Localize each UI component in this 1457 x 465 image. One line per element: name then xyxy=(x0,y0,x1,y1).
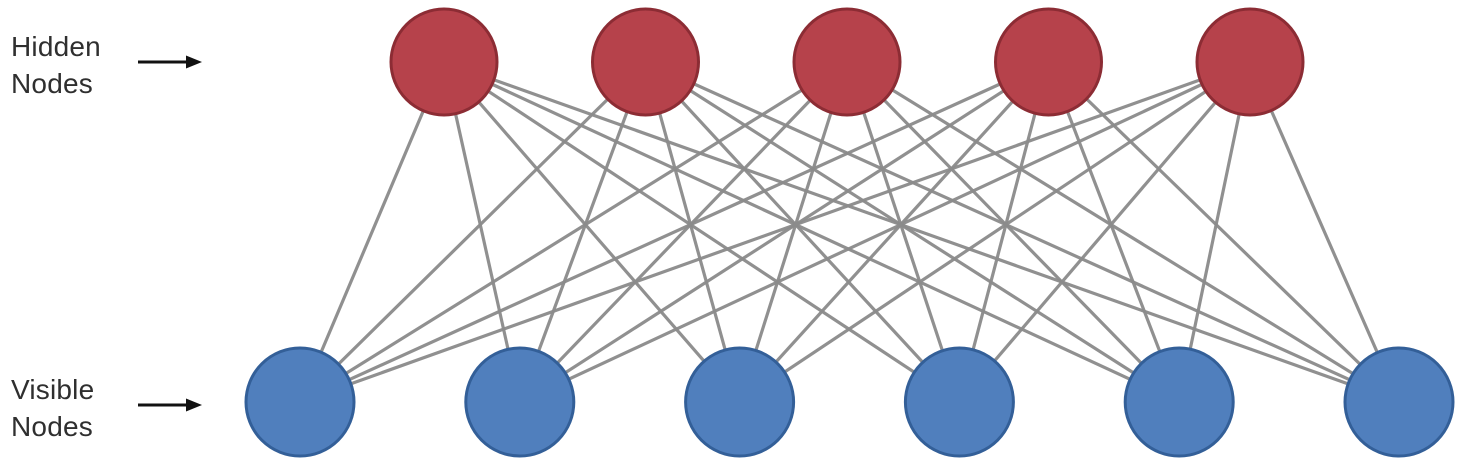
edge-hidden-2-visible-4 xyxy=(643,60,962,404)
edge-hidden-4-visible-4 xyxy=(957,60,1051,404)
edge-hidden-4-visible-2 xyxy=(518,60,1051,404)
arrow-right-icon xyxy=(138,398,202,412)
visible-node-4 xyxy=(903,346,1015,458)
edge-hidden-3-visible-1 xyxy=(298,60,849,404)
arrow-right-icon xyxy=(138,55,202,69)
edge-hidden-3-visible-5 xyxy=(845,60,1181,404)
connection-edges xyxy=(298,60,1401,404)
hidden-node-4 xyxy=(994,7,1103,117)
edge-hidden-3-visible-6 xyxy=(845,60,1401,404)
edge-hidden-1-visible-6 xyxy=(442,60,1401,404)
edge-hidden-5-visible-5 xyxy=(1177,60,1252,404)
edge-hidden-3-visible-4 xyxy=(845,60,962,404)
visible-node-5 xyxy=(1123,346,1235,458)
visible-node-3 xyxy=(684,346,796,458)
edge-hidden-4-visible-6 xyxy=(1046,60,1401,404)
edge-hidden-2-visible-2 xyxy=(518,60,648,404)
edge-hidden-4-visible-3 xyxy=(737,60,1051,404)
edge-hidden-3-visible-2 xyxy=(518,60,849,404)
visible-nodes-label: Visible Nodes xyxy=(11,371,94,445)
edge-hidden-5-visible-1 xyxy=(298,60,1252,404)
edge-hidden-5-visible-6 xyxy=(1248,60,1401,404)
hidden-node-5 xyxy=(1195,7,1305,117)
edge-hidden-5-visible-2 xyxy=(518,60,1252,404)
edge-hidden-1-visible-4 xyxy=(442,60,962,404)
hidden-node-1 xyxy=(389,7,499,117)
hidden-nodes-label: Hidden Nodes xyxy=(11,28,101,102)
edge-hidden-3-visible-3 xyxy=(737,60,849,404)
visible-node-2 xyxy=(464,346,576,458)
edge-hidden-1-visible-2 xyxy=(442,60,522,404)
hidden-node-layer xyxy=(389,7,1305,117)
edge-hidden-2-visible-1 xyxy=(298,60,648,404)
visible-node-1 xyxy=(244,346,356,458)
edge-hidden-2-visible-3 xyxy=(643,60,742,404)
edge-hidden-2-visible-5 xyxy=(643,60,1181,404)
visible-label-line-1: Visible xyxy=(11,374,95,405)
edge-hidden-1-visible-1 xyxy=(298,60,446,404)
edge-hidden-1-visible-5 xyxy=(442,60,1181,404)
visible-label-line-2: Nodes xyxy=(11,411,93,442)
hidden-node-3 xyxy=(792,7,902,117)
edge-hidden-4-visible-1 xyxy=(298,60,1051,404)
hidden-node-2 xyxy=(591,7,700,117)
edge-hidden-4-visible-5 xyxy=(1046,60,1181,404)
visible-node-6 xyxy=(1343,346,1455,458)
edge-hidden-1-visible-3 xyxy=(442,60,742,404)
edge-hidden-2-visible-6 xyxy=(643,60,1401,404)
hidden-label-line-2: Nodes xyxy=(11,68,93,99)
edge-hidden-5-visible-3 xyxy=(737,60,1252,404)
edge-hidden-5-visible-4 xyxy=(957,60,1252,404)
visible-node-layer xyxy=(244,346,1455,458)
hidden-label-line-1: Hidden xyxy=(11,31,101,62)
